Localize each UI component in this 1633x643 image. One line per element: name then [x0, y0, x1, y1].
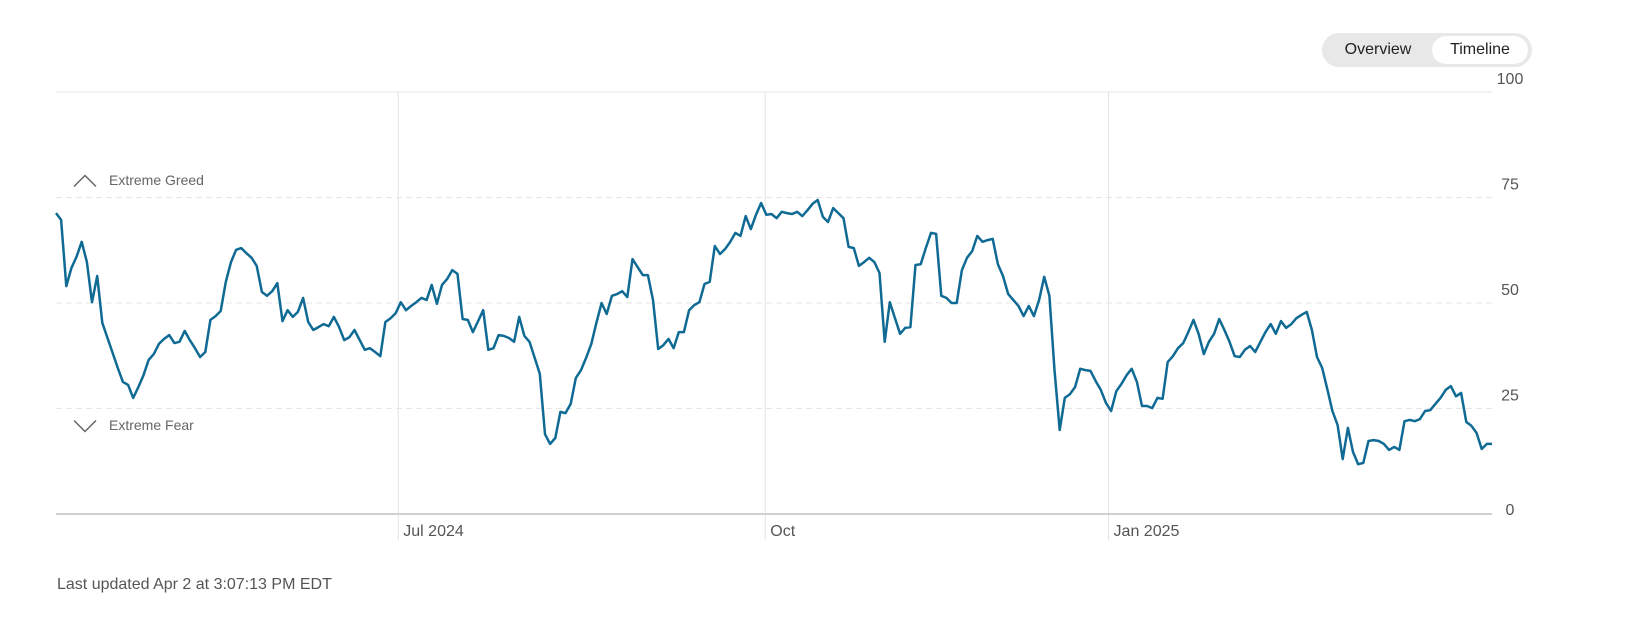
sentiment-line: [55, 198, 1492, 466]
x-tick-label: Oct: [770, 523, 795, 540]
view-toggle: Overview Timeline: [1322, 33, 1532, 67]
x-tick-label: Jul 2024: [403, 523, 464, 540]
y-tick-label: 25: [1501, 388, 1519, 405]
y-tick-label: 0: [1506, 502, 1515, 519]
y-tick-label: 100: [1497, 71, 1524, 88]
overview-button[interactable]: Overview: [1344, 41, 1412, 58]
annotation-label: Extreme Fear: [109, 417, 194, 433]
annotation-chevron: [73, 419, 97, 433]
last-updated: Last updated Apr 2 at 3:07:13 PM EDT: [57, 576, 332, 593]
timeline-button[interactable]: Timeline: [1432, 36, 1528, 64]
annotation-chevron: [73, 174, 97, 188]
x-tick-label: Jan 2025: [1114, 523, 1180, 540]
annotation-label: Extreme Greed: [109, 172, 204, 188]
y-tick-label: 75: [1501, 177, 1519, 194]
y-tick-label: 50: [1501, 282, 1519, 299]
